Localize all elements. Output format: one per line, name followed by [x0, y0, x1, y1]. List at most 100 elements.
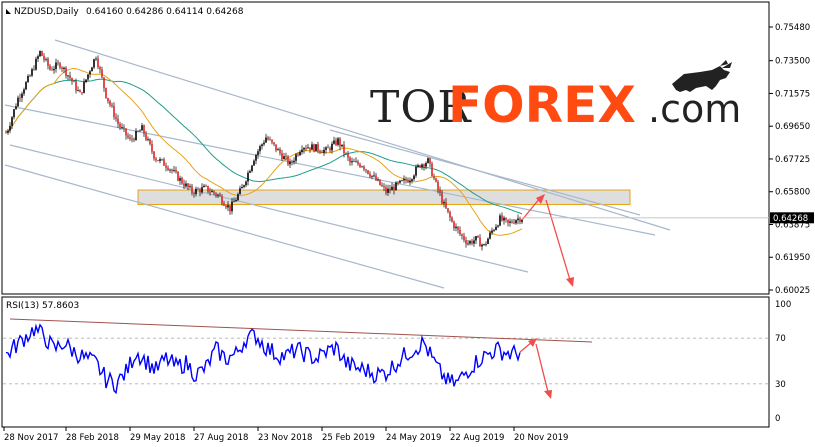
candle-body — [387, 188, 389, 193]
candle-body — [85, 79, 87, 82]
moving-average-teal — [5, 78, 523, 215]
candle-body — [249, 171, 251, 173]
current-price-marker: 0.64268 — [522, 212, 814, 224]
candle-body — [59, 63, 61, 68]
candle-body — [73, 81, 75, 83]
candle-body — [243, 185, 245, 187]
candle-body — [493, 229, 495, 231]
candle-body — [473, 240, 475, 244]
candle-body — [211, 191, 213, 193]
candle-body — [181, 178, 183, 184]
candle-body — [63, 67, 65, 70]
candle-body — [317, 144, 319, 151]
candle-body — [153, 151, 155, 159]
candle-body — [25, 82, 27, 90]
time-tick-label: 25 Feb 2019 — [322, 433, 375, 443]
candle-body — [349, 157, 351, 163]
candle-body — [467, 243, 469, 245]
candle-body — [307, 147, 309, 149]
candle-body — [67, 75, 69, 77]
candle-body — [141, 125, 143, 131]
candle-body — [97, 58, 99, 68]
candle-body — [11, 117, 13, 126]
candle-body — [35, 58, 37, 70]
candle-body — [365, 169, 367, 171]
candle-body — [107, 97, 109, 102]
candle-body — [427, 158, 429, 164]
candle-body — [423, 164, 425, 167]
candle-body — [521, 219, 523, 222]
candle-body — [385, 187, 387, 193]
candle-body — [197, 188, 199, 190]
candle-body — [17, 97, 19, 107]
candle-body — [483, 244, 485, 246]
candle-body — [511, 221, 513, 223]
candle-body — [391, 186, 393, 191]
candle-body — [437, 181, 439, 190]
candle-body — [487, 238, 489, 244]
candle-body — [233, 201, 235, 203]
candle-body — [517, 218, 519, 221]
candle-body — [333, 140, 335, 144]
candle-body — [453, 221, 455, 229]
trend-channels — [4, 39, 671, 289]
candle-body — [75, 81, 77, 91]
logo-com: .com — [648, 87, 741, 131]
candle-body — [273, 142, 275, 145]
candle-body — [497, 225, 499, 227]
time-tick-label: 22 Aug 2019 — [450, 433, 504, 443]
price-tick-label: 0.60025 — [775, 286, 810, 296]
candle-body — [291, 161, 293, 163]
candle-body — [79, 90, 81, 93]
candle-body — [461, 234, 463, 236]
candle-body — [113, 106, 115, 117]
price-tick-label: 0.63875 — [775, 220, 810, 230]
candle-body — [45, 58, 47, 60]
candle-body — [21, 93, 23, 98]
candle-body — [207, 185, 209, 192]
candle-body — [357, 161, 359, 165]
candle-body — [199, 189, 201, 193]
rsi-tick-label: 30 — [775, 380, 786, 390]
candle-body — [329, 147, 331, 151]
candle-body — [289, 161, 291, 165]
candle-body — [179, 178, 181, 181]
candle-body — [123, 127, 125, 129]
candle-body — [187, 183, 189, 188]
rsi-levels — [3, 337, 768, 385]
candle-body — [95, 58, 97, 60]
time-tick-label: 28 Feb 2018 — [66, 433, 119, 443]
candle-body — [239, 188, 241, 195]
candle-body — [71, 78, 73, 82]
candle-body — [149, 138, 151, 145]
candle-body — [121, 127, 123, 128]
time-tick-label: 27 Aug 2018 — [194, 433, 248, 443]
candle-body — [485, 243, 487, 245]
candle-body — [147, 138, 149, 140]
candle-body — [165, 165, 167, 168]
candle-body — [109, 101, 111, 105]
candle-body — [449, 211, 451, 218]
time-tick-label: 28 Nov 2017 — [4, 433, 58, 443]
candle-body — [519, 218, 521, 222]
candle-body — [345, 153, 347, 154]
time-tick-label: 23 Nov 2018 — [258, 433, 312, 443]
forecast-arrowhead-down — [566, 277, 574, 287]
candle-body — [507, 219, 509, 223]
candle-body — [471, 240, 473, 244]
candle-body — [125, 128, 127, 136]
candle-body — [115, 116, 117, 119]
candle-body — [43, 55, 45, 60]
candle-body — [15, 106, 17, 110]
candle-body — [185, 183, 187, 187]
candle-body — [339, 138, 341, 147]
candle-body — [171, 169, 173, 171]
channel-line-4 — [4, 164, 445, 289]
rsi-arrow-up — [519, 341, 533, 353]
logo: TOR FOREX .com — [370, 60, 741, 134]
candle-body — [347, 153, 349, 158]
candle-body — [61, 67, 63, 70]
candle-body — [297, 154, 299, 156]
candle-body — [425, 163, 427, 167]
candle-body — [219, 194, 221, 197]
